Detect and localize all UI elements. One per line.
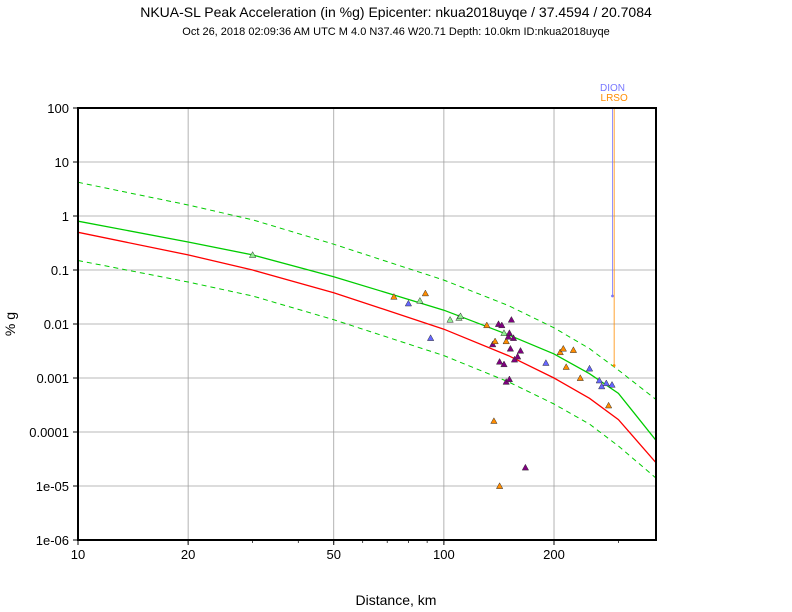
data-point[interactable] (513, 352, 522, 360)
data-point[interactable] (483, 321, 491, 329)
bound-curve (78, 181, 656, 400)
median-curve (78, 231, 656, 464)
y-tick-label: 0.01 (44, 317, 69, 332)
station-point (612, 364, 616, 367)
median-curve (78, 220, 656, 441)
data-point[interactable] (426, 334, 435, 341)
station-label[interactable]: LRSO (601, 93, 628, 104)
data-point[interactable] (456, 312, 465, 319)
y-tick-label: 0.001 (36, 371, 69, 386)
data-point[interactable] (498, 321, 506, 329)
data-point[interactable] (502, 337, 510, 345)
data-point[interactable] (602, 379, 610, 387)
data-point[interactable] (521, 463, 530, 471)
data-point[interactable] (595, 376, 603, 384)
data-point[interactable] (490, 417, 498, 424)
data-point[interactable] (559, 344, 567, 352)
data-point[interactable] (404, 299, 413, 307)
chart-title: NKUA-SL Peak Acceleration (in %g) Epicen… (140, 4, 652, 20)
chart-subtitle: Oct 26, 2018 02:09:36 AM UTC M 4.0 N37.4… (182, 26, 609, 38)
x-axis-ticks: 10 20 50 100 200 (71, 540, 619, 562)
x-tick-label: 10 (71, 547, 85, 562)
data-point[interactable] (569, 346, 578, 353)
data-point[interactable] (507, 315, 516, 323)
y-tick-label: 10 (55, 155, 69, 170)
y-axis-label: % g (2, 312, 18, 336)
y-tick-label: 100 (47, 101, 69, 116)
y-tick-label: 1e-06 (36, 533, 69, 548)
y-tick-label: 0.0001 (29, 425, 69, 440)
x-tick-label: 50 (326, 547, 340, 562)
data-point[interactable] (505, 329, 514, 336)
data-point[interactable] (500, 360, 508, 368)
y-tick-label: 1 (62, 209, 69, 224)
x-tick-label: 20 (181, 547, 195, 562)
station-label[interactable]: DION (600, 83, 625, 94)
data-point[interactable] (248, 251, 257, 258)
data-point[interactable] (495, 357, 504, 365)
model-curves (78, 181, 656, 479)
data-point[interactable] (556, 348, 564, 356)
data-point[interactable] (491, 337, 499, 345)
station-points (248, 251, 616, 489)
data-point[interactable] (604, 401, 613, 409)
data-point[interactable] (390, 292, 398, 300)
y-axis-ticks: 100 10 1 0.1 0.01 0.001 0.0001 1e-05 1e-06 (29, 101, 78, 548)
data-point[interactable] (585, 364, 594, 372)
grid-lines (77, 107, 656, 541)
data-point[interactable] (542, 359, 550, 366)
data-point[interactable] (504, 333, 512, 340)
data-point[interactable] (562, 363, 570, 370)
data-point[interactable] (516, 346, 525, 354)
data-point[interactable] (421, 289, 430, 297)
data-point[interactable] (509, 334, 518, 341)
data-point[interactable] (500, 329, 508, 336)
data-point[interactable] (446, 315, 454, 323)
x-axis-label: Distance, km (356, 592, 437, 608)
data-point[interactable] (505, 375, 514, 383)
x-tick-label: 100 (433, 547, 455, 562)
data-point[interactable] (416, 296, 424, 304)
y-tick-label: 0.1 (51, 263, 69, 278)
station-point (611, 294, 614, 298)
data-point[interactable] (608, 380, 616, 388)
data-point[interactable] (495, 482, 504, 489)
data-point[interactable] (576, 374, 584, 381)
x-tick-label: 200 (543, 547, 565, 562)
data-point[interactable] (506, 344, 515, 352)
y-tick-label: 1e-05 (36, 479, 69, 494)
bound-curve (78, 260, 656, 479)
